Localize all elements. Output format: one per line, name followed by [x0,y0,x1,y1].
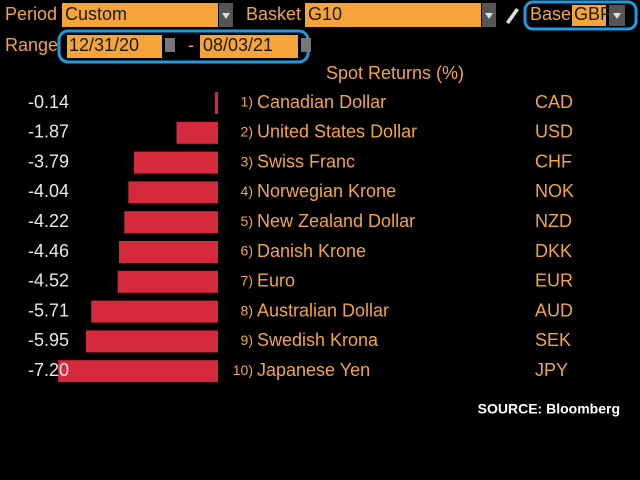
rank: 7) [241,273,253,289]
value-label: -4.52 [28,271,69,291]
range-label: Range [5,35,58,55]
currency-name: Swiss Franc [257,151,355,171]
edit-icon[interactable] [506,8,519,24]
currency-name: Euro [257,271,295,291]
currency-code: SEK [535,330,571,350]
bar [117,270,218,293]
rank: 3) [241,153,253,169]
range-end: 08/03/21 [203,35,273,55]
bar [58,360,218,383]
chart-title: Spot Returns (%) [326,63,464,83]
value-label: -4.04 [28,181,69,201]
bar [128,181,218,204]
rank: 1) [241,94,253,110]
bar [124,211,218,234]
bar [91,300,218,323]
bar [176,121,218,144]
dropdown-arrow [485,13,493,19]
bar [85,330,218,353]
dropdown-arrow [613,13,621,19]
rank: 6) [241,243,253,259]
currency-code: EUR [535,271,573,291]
range-start-field[interactable] [67,35,162,58]
base-label: Base [530,4,571,24]
value-label: -3.79 [28,151,69,171]
rank: 5) [241,213,253,229]
currency-code: CHF [535,151,572,171]
base-field[interactable] [572,5,606,26]
period-field[interactable] [62,3,218,27]
currency-name: Canadian Dollar [257,92,386,112]
source: SOURCE: Bloomberg [478,401,620,417]
range-start: 12/31/20 [69,35,139,55]
value-label: -0.14 [28,92,69,112]
currency-name: Danish Krone [257,241,366,261]
rank: 9) [241,332,253,348]
currency-code: NOK [535,181,574,201]
bar [214,92,218,114]
base-highlight [523,0,638,31]
rank: 4) [241,183,253,199]
value-label: -7.20 [28,360,69,380]
currency-code: DKK [535,241,572,261]
value-label: -5.71 [28,300,69,320]
currency-code: AUD [535,300,573,320]
value-label: -4.46 [28,241,69,261]
dropdown-arrow [222,13,230,19]
base-value: GBP [574,4,612,24]
currency-name: Japanese Yen [257,360,370,380]
bar [118,241,218,263]
value-label: -4.22 [28,211,69,231]
currency-name: Australian Dollar [257,300,389,320]
basket-label: Basket [246,4,301,24]
period-label: Period [5,4,57,24]
currency-name: New Zealand Dollar [257,211,415,231]
currency-name: United States Dollar [257,122,417,142]
value-label: -1.87 [28,122,69,142]
range-separator: - [188,35,194,55]
value-label: -5.95 [28,330,69,350]
period-value: Custom [65,4,127,24]
rank: 8) [241,302,253,318]
currency-code: USD [535,122,573,142]
currency-code: NZD [535,211,572,231]
rank: 2) [241,124,253,140]
range-end-field[interactable] [200,35,298,58]
currency-code: JPY [535,360,568,380]
calendar-icon[interactable] [165,38,175,52]
basket-value: G10 [308,4,342,24]
currency-name: Swedish Krona [257,330,379,350]
currency-code: CAD [535,92,573,112]
rank: 10) [233,362,253,378]
bar [133,151,218,174]
basket-field[interactable] [305,3,481,27]
currency-name: Norwegian Krone [257,181,396,201]
calendar-icon[interactable] [301,38,311,52]
